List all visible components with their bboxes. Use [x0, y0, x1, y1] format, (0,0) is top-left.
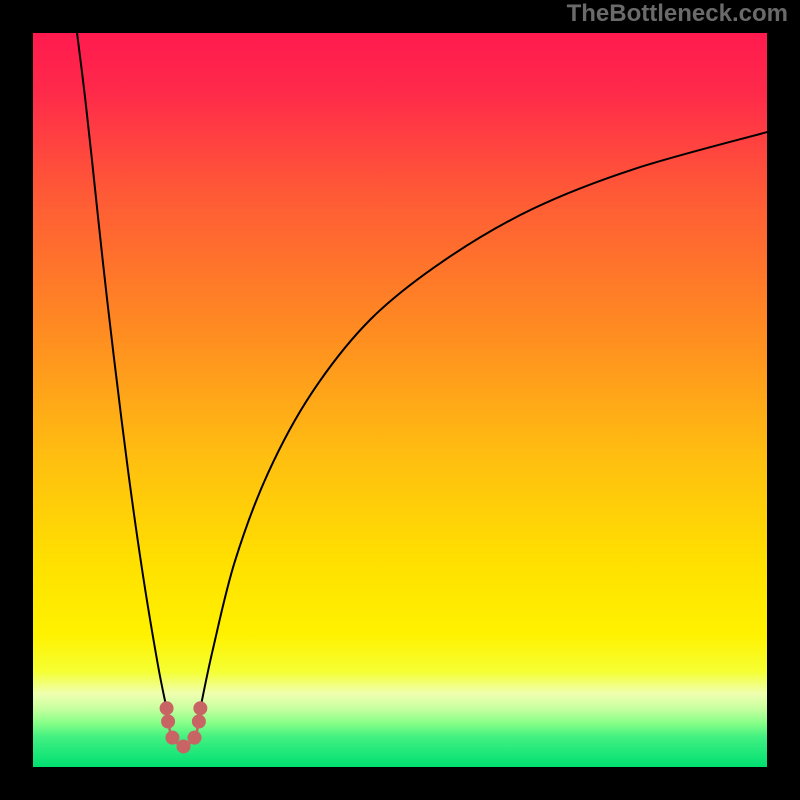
- plot-background: [33, 33, 767, 767]
- optimal-zone-marker: [192, 714, 206, 728]
- optimal-zone-marker: [193, 701, 207, 715]
- bottleneck-chart: [0, 0, 800, 800]
- optimal-zone-marker: [176, 739, 190, 753]
- watermark-text: TheBottleneck.com: [567, 0, 788, 28]
- optimal-zone-marker: [187, 731, 201, 745]
- optimal-zone-marker: [161, 714, 175, 728]
- optimal-zone-marker: [165, 731, 179, 745]
- optimal-zone-marker: [160, 701, 174, 715]
